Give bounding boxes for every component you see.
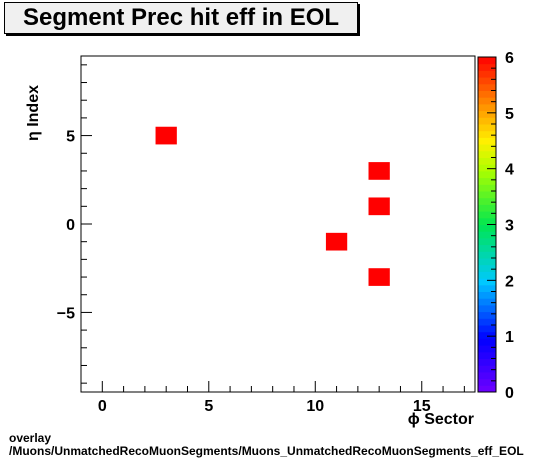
x-tick-label: 5 (204, 398, 213, 415)
heatmap-cell-1 (368, 162, 390, 180)
colorbar-band (478, 358, 496, 366)
colorbar-band (478, 237, 496, 246)
colorbar-band (478, 278, 496, 286)
colorbar-band (478, 137, 496, 145)
colorbar-band (478, 371, 496, 380)
chart-plot: 0 5 10 15 −5 0 5 0 1 2 3 4 5 6 ϕ Sector η Index (25, 50, 514, 428)
y-axis-title: η Index (25, 85, 42, 141)
colorbar-band (478, 164, 496, 172)
colorbar-band (478, 298, 496, 306)
x-tick-label: 10 (306, 398, 324, 415)
footer-line-1: overlay (9, 432, 52, 445)
colorbar-band (478, 170, 496, 179)
colorbar-tick-label: 3 (505, 218, 514, 235)
colorbar-band (478, 251, 496, 259)
plot-frame (80, 55, 476, 393)
colorbar-band (478, 351, 496, 359)
colorbar-band (478, 204, 496, 212)
colorbar-band (478, 103, 496, 112)
colorbar-band (478, 231, 496, 239)
y-tick-label: 0 (66, 217, 75, 234)
y-tick-label: 5 (66, 129, 75, 146)
colorbar-band (478, 97, 496, 105)
heatmap-cell-3 (325, 232, 348, 251)
colorbar-tick-label: 6 (505, 50, 514, 67)
colorbar-tick-label: 1 (505, 329, 514, 346)
colorbar-tick-label: 0 (505, 385, 514, 402)
colorbar-band (478, 271, 496, 279)
colorbar-band (478, 224, 496, 232)
colorbar-band (478, 70, 496, 78)
colorbar-band (478, 157, 496, 165)
colorbar-band (478, 177, 496, 185)
x-axis-title: ϕ Sector (408, 411, 474, 428)
colorbar-band (478, 191, 496, 199)
colorbar-band (478, 325, 496, 333)
colorbar-tick-label: 4 (505, 162, 514, 179)
x-tick-label: 0 (98, 398, 107, 415)
colorbar-band (478, 264, 496, 272)
heatmap-cell-4 (368, 268, 390, 286)
colorbar-band (478, 144, 496, 152)
colorbar-band (478, 130, 496, 138)
colorbar-band (478, 345, 496, 353)
colorbar-band (478, 77, 496, 85)
colorbar-band (478, 365, 496, 373)
colorbar-band (478, 304, 496, 313)
colorbar-band (478, 63, 496, 71)
colorbar-band (478, 217, 496, 225)
heatmap-cell-2 (368, 197, 390, 216)
y-axis: −5 0 5 (57, 64, 92, 384)
colorbar-band (478, 378, 496, 386)
colorbar-band (478, 318, 496, 326)
colorbar-band (478, 291, 496, 299)
colorbar-band (478, 90, 496, 98)
colorbar-band (478, 117, 496, 125)
colorbar-band (478, 110, 496, 118)
colorbar-band (478, 385, 496, 393)
x-tick-label: 15 (413, 398, 431, 415)
footer-line-2: /Muons/UnmatchedRecoMuonSegments/Muons_U… (9, 444, 524, 458)
colorbar-tick-label: 5 (505, 106, 514, 123)
z-colorbar: 0 1 2 3 4 5 6 (477, 50, 514, 402)
data-cells (155, 126, 390, 286)
colorbar-band (478, 244, 496, 252)
chart-title: Segment Prec hit eff in EOL (4, 2, 358, 34)
colorbar-band (478, 338, 496, 346)
colorbar-band (478, 150, 496, 158)
colorbar-band (478, 311, 496, 319)
colorbar-band (478, 197, 496, 205)
y-tick-label: −5 (57, 305, 75, 322)
colorbar-band (478, 331, 496, 339)
colorbar-band (478, 211, 496, 219)
colorbar-tick-label: 2 (505, 273, 514, 290)
footer-path: overlay /Muons/UnmatchedRecoMuonSegments… (9, 432, 546, 458)
colorbar-band (478, 284, 496, 292)
colorbar-band (478, 83, 496, 91)
colorbar-band (478, 258, 496, 266)
colorbar-band (478, 57, 496, 65)
colorbar-band (478, 124, 496, 132)
x-axis: 0 5 10 15 (98, 381, 465, 415)
colorbar-band (478, 184, 496, 192)
heatmap-cell-0 (155, 126, 177, 145)
